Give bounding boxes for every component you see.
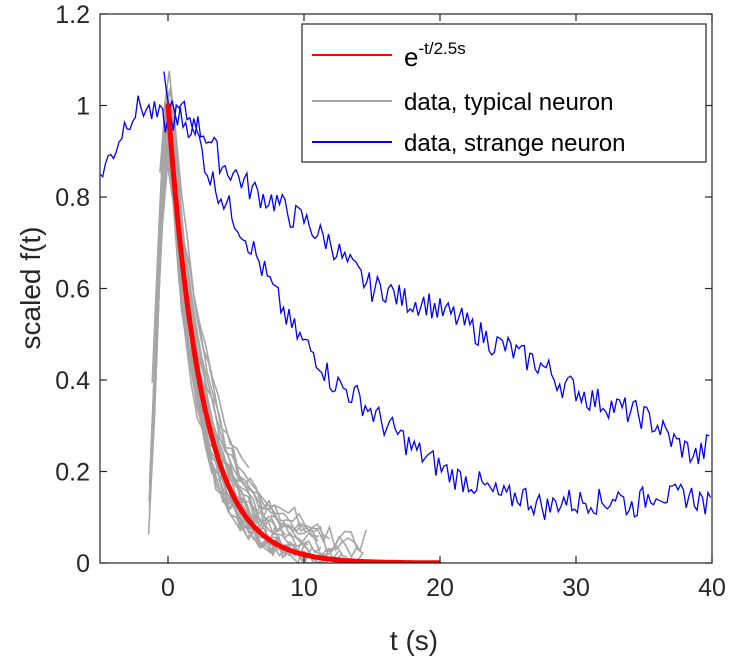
legend-label-fit: e-t/2.5s [404, 39, 466, 72]
y-axis-label: scaled f(t) [15, 227, 46, 350]
legend: e-t/2.5s data, typical neuron data, stra… [301, 23, 707, 163]
y-tick-label: 0.8 [55, 184, 90, 212]
typical-neuron-trace [157, 102, 367, 553]
x-tick-label: 40 [698, 574, 726, 602]
typical-neuron-trace [162, 70, 250, 468]
y-tick-label: 1 [76, 93, 90, 121]
y-tick-label: 0.4 [55, 367, 90, 395]
x-tick-label: 30 [562, 574, 590, 602]
x-tick-label: 20 [426, 574, 454, 602]
axes: 0 10 20 30 40 0 0.2 0.4 0.6 0.8 1 1.2 [55, 1, 726, 602]
fit-curve [165, 103, 442, 563]
x-tick-label: 10 [290, 574, 318, 602]
y-tick-label: 0.6 [55, 276, 90, 304]
strange-neuron-trace-lower [163, 71, 712, 520]
y-tick-label: 0 [76, 550, 90, 578]
y-tick-label: 0.2 [55, 459, 90, 487]
legend-box [301, 23, 707, 163]
plot-area [100, 70, 712, 563]
legend-label-typical: data, typical neuron [404, 89, 613, 116]
legend-label-strange: data, strange neuron [404, 130, 626, 157]
strange-neuron-trace-upper [100, 95, 710, 465]
legend-label-fit-base: e [404, 42, 418, 72]
x-tick-label: 0 [161, 574, 175, 602]
y-tick-label: 1.2 [55, 1, 90, 29]
legend-label-fit-sup: -t/2.5s [418, 39, 465, 58]
x-axis-label: t (s) [390, 625, 438, 656]
typical-neuron-trace [148, 139, 267, 541]
typical-neuron-trace [158, 90, 319, 542]
typical-neuron-trace [151, 87, 330, 540]
